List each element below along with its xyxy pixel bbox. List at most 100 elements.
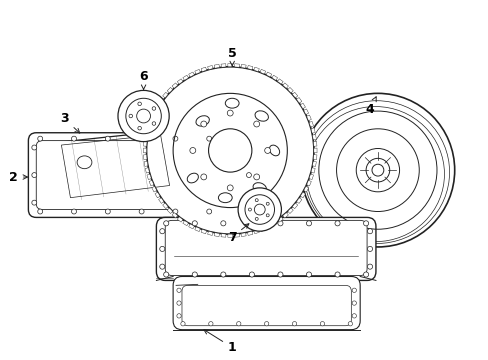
- Polygon shape: [303, 186, 308, 192]
- Polygon shape: [313, 155, 316, 159]
- Polygon shape: [194, 69, 200, 74]
- Circle shape: [32, 172, 37, 177]
- Polygon shape: [151, 109, 157, 114]
- FancyBboxPatch shape: [165, 220, 366, 275]
- Polygon shape: [277, 79, 283, 84]
- Circle shape: [177, 314, 181, 318]
- Circle shape: [208, 321, 213, 326]
- Circle shape: [192, 272, 197, 277]
- Polygon shape: [146, 174, 151, 180]
- Polygon shape: [313, 141, 316, 146]
- Ellipse shape: [269, 145, 279, 156]
- Circle shape: [38, 209, 42, 214]
- Polygon shape: [167, 208, 172, 213]
- Circle shape: [240, 136, 245, 141]
- Circle shape: [306, 272, 311, 277]
- Circle shape: [363, 272, 368, 277]
- Circle shape: [105, 209, 110, 214]
- Polygon shape: [163, 92, 168, 98]
- Polygon shape: [277, 217, 283, 222]
- Circle shape: [160, 264, 164, 269]
- Circle shape: [189, 148, 195, 153]
- Circle shape: [220, 272, 225, 277]
- Polygon shape: [227, 234, 232, 237]
- Polygon shape: [260, 227, 265, 231]
- Ellipse shape: [196, 116, 209, 126]
- Circle shape: [240, 209, 245, 214]
- Polygon shape: [158, 198, 163, 203]
- Polygon shape: [158, 98, 163, 103]
- Text: 2: 2: [9, 171, 27, 184]
- Circle shape: [246, 200, 251, 205]
- Circle shape: [347, 321, 352, 326]
- Circle shape: [264, 321, 268, 326]
- Polygon shape: [145, 128, 149, 133]
- Polygon shape: [308, 121, 313, 127]
- Polygon shape: [313, 148, 316, 153]
- Text: 5: 5: [227, 48, 236, 66]
- Circle shape: [334, 221, 340, 226]
- Polygon shape: [188, 72, 194, 77]
- Polygon shape: [241, 233, 245, 237]
- Circle shape: [32, 145, 37, 150]
- Polygon shape: [271, 221, 277, 226]
- Polygon shape: [201, 229, 206, 234]
- Polygon shape: [144, 161, 148, 166]
- Text: 6: 6: [139, 70, 147, 89]
- FancyBboxPatch shape: [36, 141, 246, 210]
- Circle shape: [139, 209, 144, 214]
- Polygon shape: [188, 224, 194, 229]
- Circle shape: [118, 90, 169, 141]
- Polygon shape: [306, 180, 311, 186]
- Circle shape: [301, 93, 454, 247]
- Circle shape: [206, 209, 211, 214]
- Ellipse shape: [225, 98, 239, 108]
- Polygon shape: [144, 135, 148, 140]
- Circle shape: [137, 109, 150, 123]
- Polygon shape: [221, 234, 225, 237]
- Circle shape: [253, 174, 259, 180]
- Circle shape: [320, 321, 324, 326]
- Circle shape: [173, 136, 178, 141]
- Circle shape: [32, 200, 37, 205]
- Circle shape: [366, 264, 372, 269]
- Polygon shape: [143, 148, 146, 153]
- Circle shape: [38, 136, 42, 141]
- Polygon shape: [207, 66, 212, 69]
- Circle shape: [129, 114, 132, 118]
- Ellipse shape: [77, 156, 92, 169]
- Ellipse shape: [218, 193, 232, 203]
- Polygon shape: [287, 208, 293, 213]
- Circle shape: [139, 136, 144, 141]
- Circle shape: [249, 221, 254, 226]
- Polygon shape: [306, 115, 311, 121]
- Polygon shape: [296, 198, 301, 203]
- Circle shape: [201, 174, 206, 180]
- Circle shape: [254, 204, 264, 215]
- Circle shape: [208, 129, 251, 172]
- Circle shape: [163, 221, 168, 226]
- Polygon shape: [167, 87, 172, 93]
- Polygon shape: [265, 72, 271, 77]
- Polygon shape: [221, 64, 225, 67]
- Circle shape: [246, 145, 251, 150]
- Polygon shape: [312, 161, 316, 166]
- Polygon shape: [300, 192, 305, 198]
- Circle shape: [160, 229, 164, 234]
- Polygon shape: [163, 203, 168, 209]
- Text: 3: 3: [61, 112, 80, 133]
- Polygon shape: [172, 213, 177, 218]
- Polygon shape: [296, 98, 301, 103]
- Polygon shape: [143, 155, 147, 159]
- Circle shape: [351, 288, 356, 292]
- Polygon shape: [234, 64, 239, 67]
- Polygon shape: [207, 231, 212, 235]
- Polygon shape: [227, 64, 232, 67]
- Circle shape: [363, 221, 368, 226]
- Polygon shape: [143, 141, 147, 146]
- Polygon shape: [271, 75, 277, 80]
- Polygon shape: [149, 180, 154, 186]
- Polygon shape: [177, 79, 183, 84]
- Text: 4: 4: [365, 97, 375, 116]
- Circle shape: [238, 188, 281, 231]
